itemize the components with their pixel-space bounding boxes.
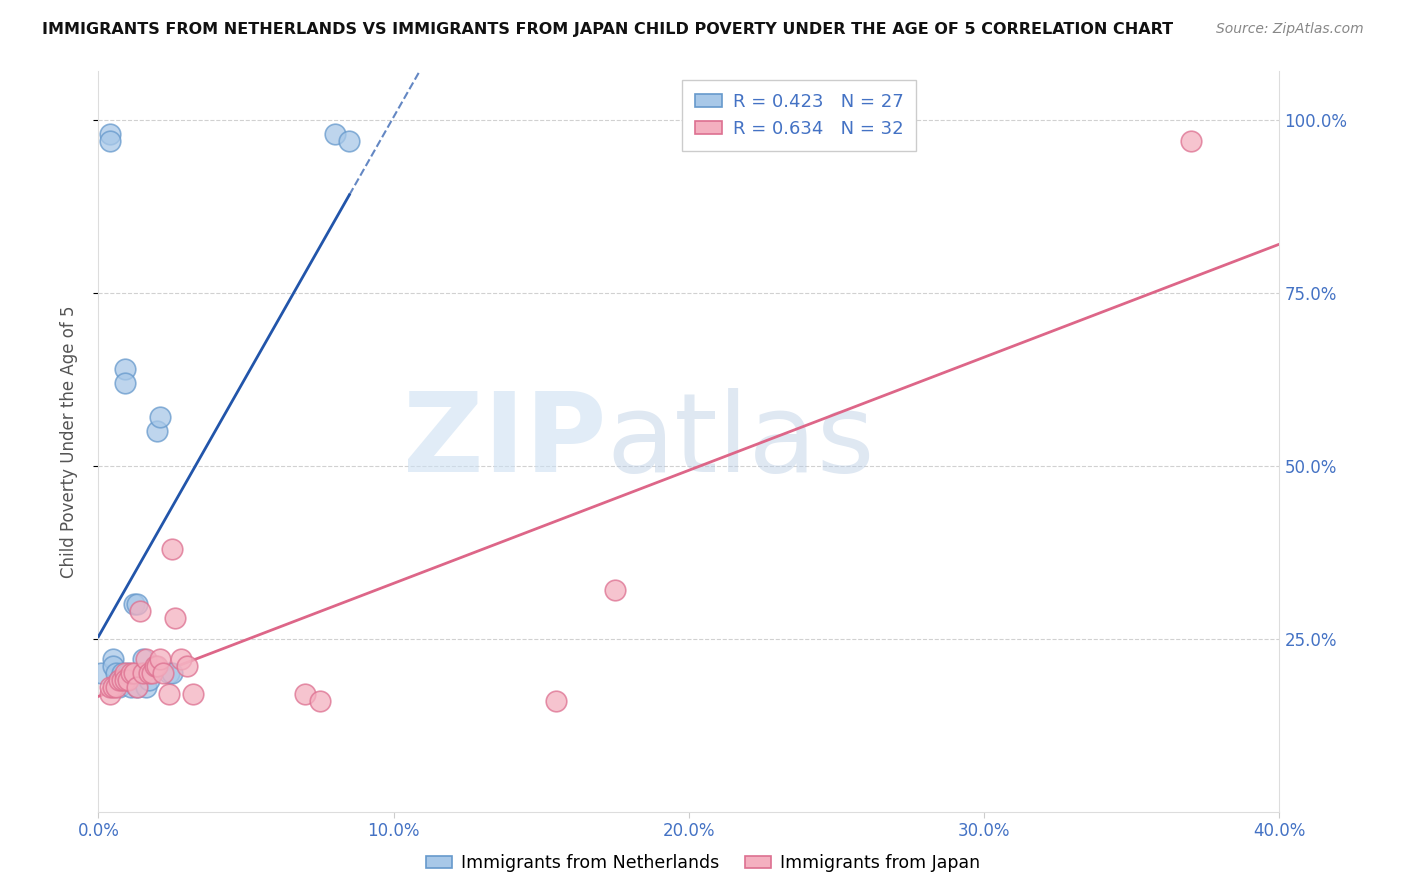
Point xyxy=(108,673,131,688)
Point xyxy=(162,541,183,556)
Point xyxy=(135,652,157,666)
Point xyxy=(114,362,136,376)
Point xyxy=(157,666,180,681)
Point xyxy=(605,583,627,598)
Point xyxy=(546,694,568,708)
Point xyxy=(141,666,163,681)
Point xyxy=(152,666,174,681)
Point xyxy=(1180,134,1202,148)
Text: Source: ZipAtlas.com: Source: ZipAtlas.com xyxy=(1216,22,1364,37)
Point xyxy=(103,680,125,694)
Point xyxy=(111,666,134,681)
Point xyxy=(114,673,136,688)
Point xyxy=(339,134,360,148)
Point xyxy=(309,694,332,708)
Point xyxy=(132,652,155,666)
Point xyxy=(132,666,155,681)
Point xyxy=(146,659,169,673)
Point xyxy=(138,673,160,688)
Point xyxy=(108,673,131,688)
Point xyxy=(125,680,148,694)
Point xyxy=(165,611,187,625)
Point xyxy=(162,666,183,681)
Point xyxy=(117,673,139,688)
Point xyxy=(125,680,148,694)
Point xyxy=(117,673,139,688)
Point xyxy=(170,652,193,666)
Point xyxy=(98,680,121,694)
Point xyxy=(149,410,172,425)
Point xyxy=(122,597,145,611)
Point xyxy=(105,666,128,681)
Y-axis label: Child Poverty Under the Age of 5: Child Poverty Under the Age of 5 xyxy=(59,305,77,578)
Point xyxy=(114,376,136,390)
Point xyxy=(117,666,139,681)
Point xyxy=(128,666,150,681)
Point xyxy=(128,604,150,618)
Point xyxy=(98,134,121,148)
Legend: Immigrants from Netherlands, Immigrants from Japan: Immigrants from Netherlands, Immigrants … xyxy=(419,847,987,879)
Point xyxy=(176,659,198,673)
Text: ZIP: ZIP xyxy=(404,388,606,495)
Point xyxy=(120,680,142,694)
Point xyxy=(157,687,180,701)
Point xyxy=(114,666,136,681)
Point xyxy=(149,652,172,666)
Point xyxy=(143,659,166,673)
Point xyxy=(103,652,125,666)
Point xyxy=(98,687,121,701)
Text: IMMIGRANTS FROM NETHERLANDS VS IMMIGRANTS FROM JAPAN CHILD POVERTY UNDER THE AGE: IMMIGRANTS FROM NETHERLANDS VS IMMIGRANT… xyxy=(42,22,1173,37)
Point xyxy=(120,666,142,681)
Point xyxy=(146,424,169,438)
Point xyxy=(181,687,204,701)
Legend: R = 0.423   N = 27, R = 0.634   N = 32: R = 0.423 N = 27, R = 0.634 N = 32 xyxy=(682,80,917,151)
Point xyxy=(98,127,121,141)
Point xyxy=(135,680,157,694)
Point xyxy=(122,666,145,681)
Point xyxy=(294,687,316,701)
Point xyxy=(125,597,148,611)
Point xyxy=(108,680,131,694)
Text: atlas: atlas xyxy=(606,388,875,495)
Point xyxy=(105,680,128,694)
Point xyxy=(323,127,346,141)
Point xyxy=(90,666,112,681)
Point xyxy=(138,666,160,681)
Point xyxy=(111,673,134,688)
Point xyxy=(103,659,125,673)
